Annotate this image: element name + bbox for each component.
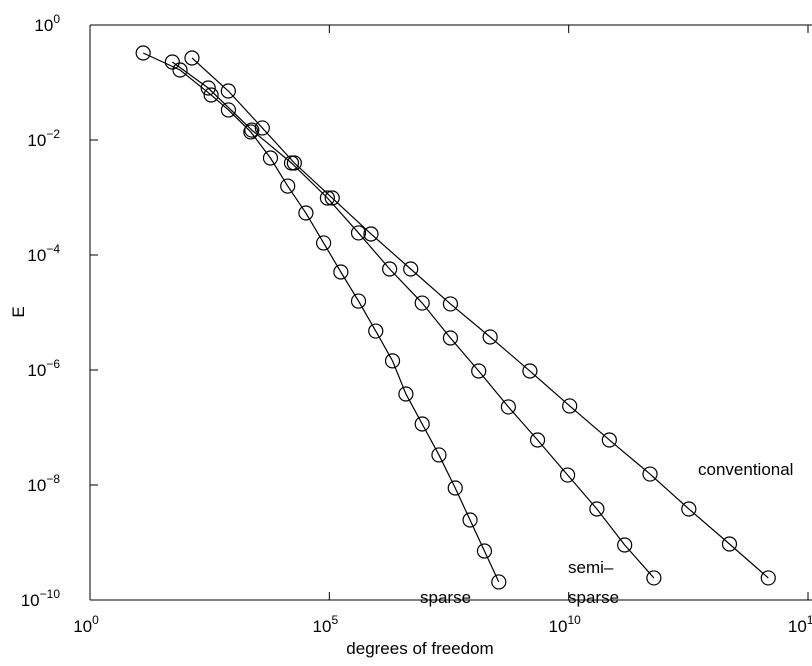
data-point — [681, 501, 697, 517]
data-point — [244, 122, 260, 138]
data-point — [319, 190, 336, 206]
tick-exponent: 5 — [331, 613, 338, 627]
data-point — [589, 501, 605, 517]
data-point — [135, 45, 151, 61]
x-tick-label: 105 — [313, 613, 339, 636]
series-line — [142, 52, 500, 583]
data-point — [500, 399, 516, 415]
data-point — [382, 261, 398, 277]
y-axis-label: E — [9, 306, 28, 317]
y-tick-label: 10−10 — [21, 587, 61, 610]
data-point — [617, 537, 633, 553]
data-point — [184, 50, 200, 66]
data-point — [482, 329, 498, 345]
x-tick-label: 1015 — [788, 613, 812, 636]
data-point — [462, 512, 478, 528]
data-point — [522, 363, 538, 379]
data-point — [414, 416, 430, 432]
data-point — [220, 102, 237, 118]
curve-label: sparse — [420, 588, 471, 607]
tick-base: 10 — [27, 131, 46, 150]
data-point — [363, 226, 379, 242]
data-point — [350, 225, 367, 241]
tick-base: 10 — [27, 246, 46, 265]
tick-base: 10 — [34, 16, 53, 35]
y-tick-label: 10−2 — [27, 127, 60, 150]
tick-exponent: −4 — [46, 242, 60, 256]
data-point — [203, 87, 219, 103]
tick-exponent: −2 — [46, 127, 60, 141]
curve-label: conventional — [698, 460, 793, 479]
data-point — [350, 293, 367, 309]
series-line — [171, 61, 655, 579]
tick-base: 10 — [788, 617, 807, 636]
data-point — [442, 296, 459, 312]
data-point — [333, 264, 349, 280]
y-tick-label: 10−6 — [27, 357, 60, 380]
data-point — [200, 80, 216, 96]
y-tick-label: 10−4 — [27, 242, 60, 265]
data-point — [368, 323, 384, 339]
data-point — [172, 62, 188, 78]
data-point — [384, 353, 401, 369]
curve-label: sparse — [568, 588, 619, 607]
tick-base: 10 — [27, 476, 46, 495]
tick-base: 10 — [549, 617, 568, 636]
data-point — [243, 124, 259, 140]
data-point — [324, 190, 340, 206]
data-point — [286, 155, 302, 171]
data-point — [254, 120, 270, 136]
data-point — [403, 261, 419, 277]
tick-base: 10 — [313, 617, 332, 636]
x-tick-label: 1010 — [549, 613, 582, 636]
tick-exponent: 10 — [567, 613, 581, 627]
data-point — [562, 398, 578, 414]
x-tick-label: 100 — [73, 613, 99, 636]
data-point — [398, 386, 414, 402]
data-point — [760, 570, 776, 586]
data-point — [280, 178, 296, 194]
series-line — [191, 57, 769, 579]
data-point — [442, 330, 459, 346]
tick-base: 10 — [21, 591, 40, 610]
data-point — [560, 467, 576, 483]
data-point — [642, 466, 658, 482]
y-tick-label: 100 — [34, 12, 60, 35]
tick-exponent: −10 — [40, 587, 61, 601]
tick-exponent: 15 — [807, 613, 812, 627]
data-point — [298, 205, 314, 221]
data-point — [471, 363, 487, 379]
tick-base: 10 — [73, 617, 92, 636]
data-point — [414, 295, 430, 311]
tick-exponent: 0 — [92, 613, 99, 627]
data-point — [601, 432, 617, 448]
tick-exponent: −8 — [46, 472, 60, 486]
data-point — [529, 432, 546, 448]
data-point — [431, 447, 447, 463]
tick-base: 10 — [27, 361, 46, 380]
data-point — [447, 480, 463, 496]
curve-label: semi– — [568, 558, 614, 577]
data-point — [220, 83, 236, 99]
data-point — [164, 54, 180, 70]
tick-exponent: 0 — [53, 12, 60, 26]
data-point — [262, 150, 279, 166]
y-tick-label: 10−8 — [27, 472, 60, 495]
x-axis-label: degrees of freedom — [346, 639, 493, 658]
data-point — [646, 570, 662, 586]
tick-exponent: −6 — [46, 357, 60, 371]
data-point — [491, 574, 507, 590]
data-point — [476, 543, 493, 559]
data-point — [316, 235, 332, 251]
data-point — [721, 536, 738, 552]
